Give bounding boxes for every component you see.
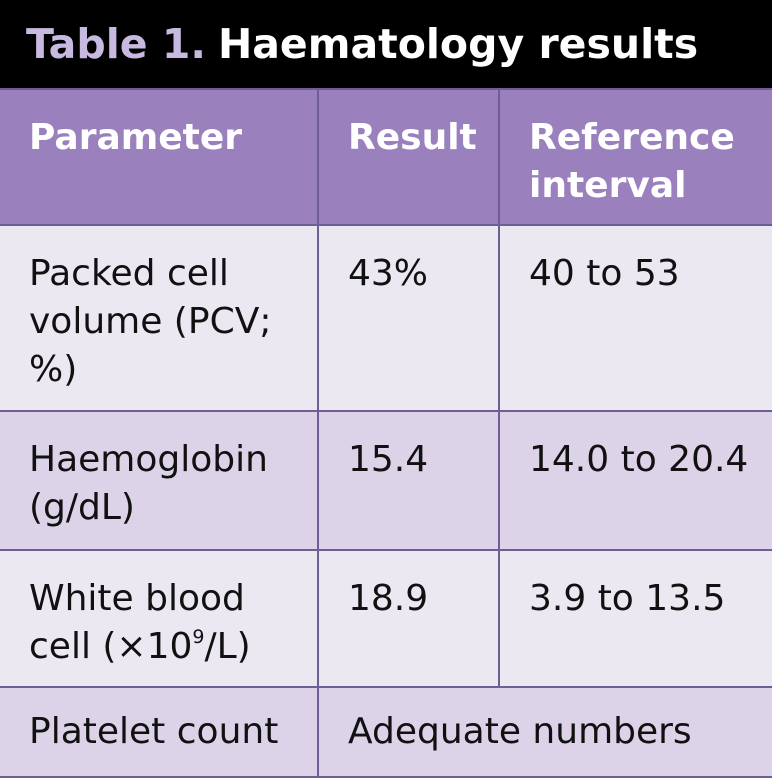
cell-parameter-pcv: Packed cell volume (PCV; %) <box>0 224 319 412</box>
header-reference-interval: Reference interval <box>498 88 772 226</box>
cell-result-haemoglobin: 15.4 <box>317 410 500 551</box>
table-row-white-blood-cell: White blood cell (×109/L) 18.9 3.9 to 13… <box>0 549 772 688</box>
cell-parameter-haemoglobin: Haemoglobin (g/dL) <box>0 410 319 551</box>
table-title: Table 1. Haematology results <box>0 0 772 88</box>
haematology-results-table: Parameter Result Reference interval Pack… <box>0 88 772 778</box>
cell-result-platelet-count: Adequate numbers <box>317 686 772 778</box>
wbc-label-prefix: White blood cell (×10 <box>29 578 245 667</box>
cell-parameter-platelet-count: Platelet count <box>0 686 319 778</box>
cell-reference-white-blood-cell: 3.9 to 13.5 <box>498 549 772 688</box>
cell-result-white-blood-cell: 18.9 <box>317 549 500 688</box>
table-row-pcv: Packed cell volume (PCV; %) 43% 40 to 53 <box>0 224 772 412</box>
wbc-label-suffix: /L) <box>204 626 251 667</box>
table-number-label: Table 1. <box>26 20 206 68</box>
header-row: Parameter Result Reference interval <box>0 88 772 226</box>
table-row-haemoglobin: Haemoglobin (g/dL) 15.4 14.0 to 20.4 <box>0 410 772 551</box>
header-result: Result <box>317 88 500 226</box>
table-title-text: Haematology results <box>217 20 699 68</box>
table-row-platelet-count: Platelet count Adequate numbers <box>0 686 772 778</box>
cell-reference-pcv: 40 to 53 <box>498 224 772 412</box>
cell-parameter-white-blood-cell: White blood cell (×109/L) <box>0 549 319 688</box>
header-parameter: Parameter <box>0 88 319 226</box>
wbc-label-exponent: 9 <box>192 626 205 648</box>
cell-result-pcv: 43% <box>317 224 500 412</box>
cell-reference-haemoglobin: 14.0 to 20.4 <box>498 410 772 551</box>
